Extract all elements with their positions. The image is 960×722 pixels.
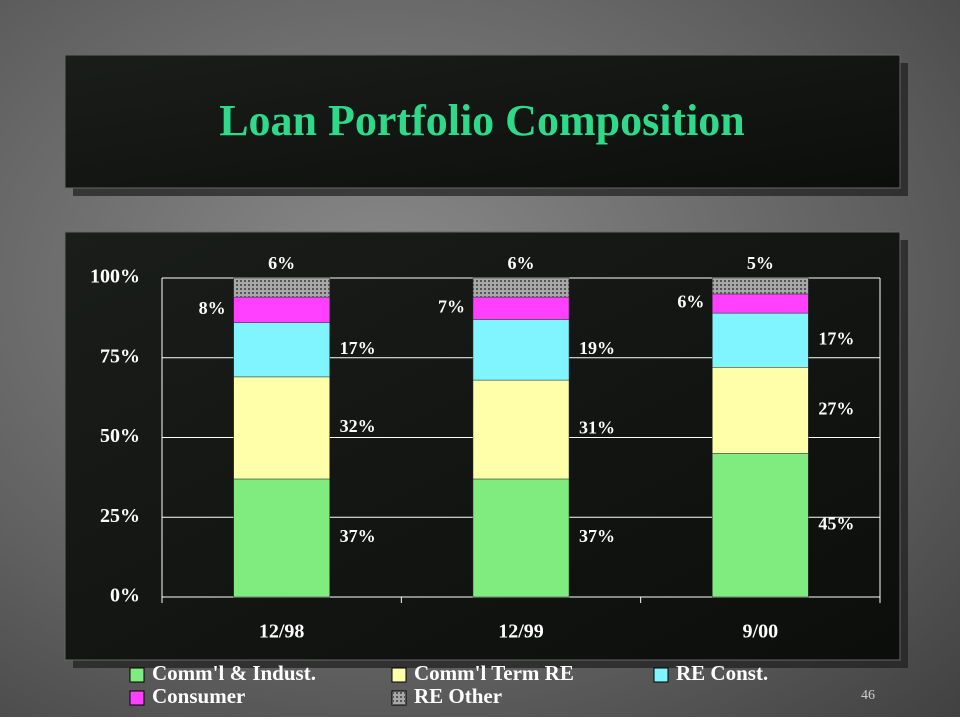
x-tick-label: 12/99: [498, 621, 544, 643]
page-number: 46: [861, 688, 875, 703]
value-label: 7%: [438, 296, 465, 316]
legend-texture: [392, 691, 406, 705]
y-tick-label: 0%: [110, 585, 140, 607]
bar-segment: [233, 478, 330, 598]
bar-segment: [712, 453, 809, 598]
chart-title: Loan Portfolio Composition: [219, 96, 745, 145]
value-label: 45%: [818, 513, 854, 533]
bar-segment: [712, 312, 809, 368]
value-label: 37%: [340, 526, 376, 546]
title-panel: [64, 54, 901, 189]
legend-label: Comm'l & Indust.: [152, 661, 316, 685]
bar-segment: [472, 379, 570, 480]
value-label: 31%: [579, 418, 615, 438]
bar-segment: [712, 293, 809, 314]
value-label: 17%: [340, 338, 376, 358]
legend-label: Consumer: [152, 684, 245, 708]
value-label: 32%: [340, 416, 376, 436]
value-label: 6%: [268, 253, 295, 273]
legend-swatch: [129, 667, 145, 683]
value-label: 37%: [579, 526, 615, 546]
legend-swatch: [653, 667, 669, 683]
bar-segment: [472, 296, 570, 320]
legend-label: RE Other: [414, 684, 502, 708]
value-label: 17%: [818, 328, 854, 348]
x-tick-label: 9/00: [743, 621, 779, 643]
bar-texture: [233, 278, 330, 298]
legend-label: Comm'l Term RE: [414, 661, 574, 685]
bar-segment: [472, 319, 570, 381]
bar-segment: [712, 367, 809, 454]
y-tick-label: 75%: [100, 345, 140, 367]
value-label: 27%: [818, 399, 854, 419]
x-tick-label: 12/98: [259, 621, 305, 643]
bar-segment: [233, 322, 330, 378]
y-tick-label: 50%: [100, 425, 140, 447]
legend-label: RE Const.: [676, 661, 768, 685]
bar-texture: [473, 278, 569, 298]
y-tick-label: 100%: [90, 266, 140, 288]
y-tick-label: 25%: [100, 505, 140, 527]
value-label: 6%: [677, 292, 704, 312]
value-label: 5%: [747, 253, 774, 273]
value-label: 6%: [508, 253, 535, 273]
legend-swatch: [391, 667, 407, 683]
bar-segment: [233, 376, 330, 480]
bar-texture: [712, 278, 809, 294]
bar-segment: [472, 478, 570, 598]
bar-segment: [233, 296, 330, 323]
value-label: 19%: [579, 338, 615, 358]
legend-swatch: [129, 690, 145, 706]
value-label: 8%: [199, 298, 226, 318]
